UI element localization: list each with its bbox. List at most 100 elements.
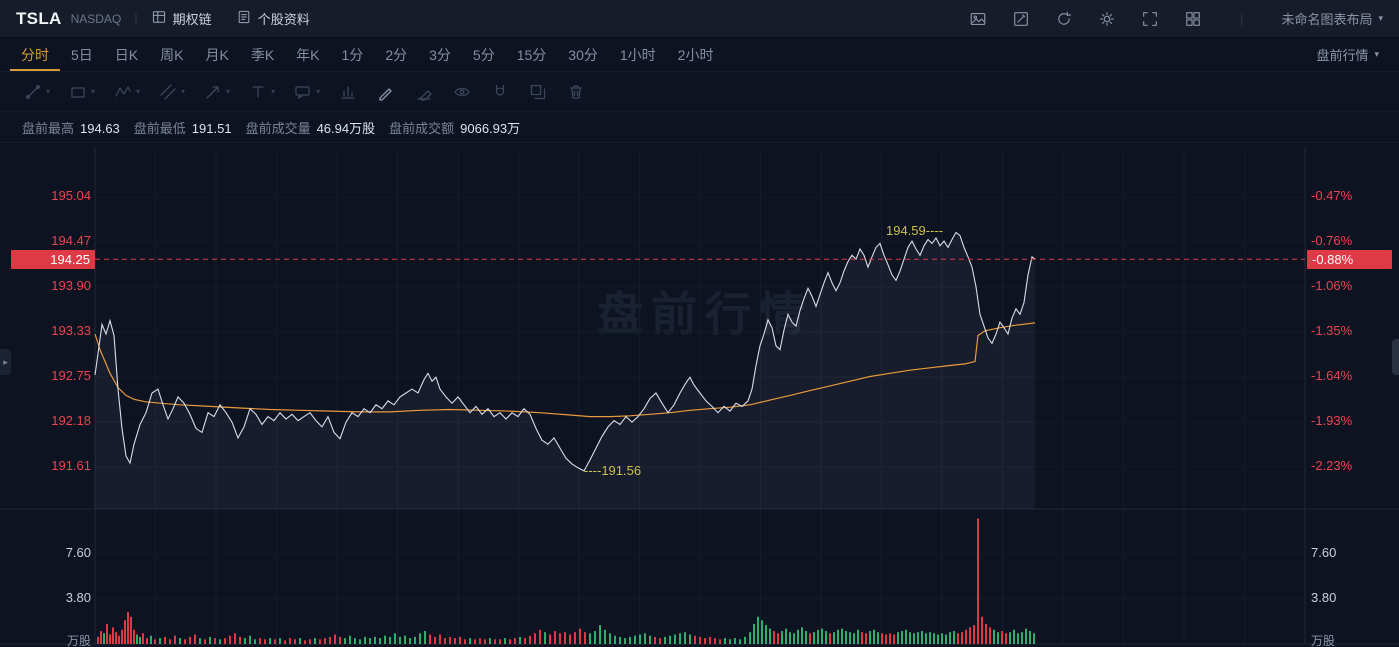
tab-年K[interactable]: 年K — [296, 46, 320, 63]
tab-3分[interactable]: 3分 — [429, 46, 451, 63]
arrow-icon — [206, 85, 219, 99]
delete-tool[interactable] — [557, 82, 595, 102]
volume-bars — [97, 518, 1035, 644]
chevron-down-icon: ▾ — [1374, 49, 1379, 59]
tab-1小时[interactable]: 1小时 — [619, 46, 656, 63]
premarket-quote-label: 盘前行情 — [1316, 48, 1369, 63]
stat-label: 盘前最高 — [22, 120, 75, 136]
settings-icon — [1100, 11, 1114, 26]
refresh-button[interactable] — [1055, 10, 1073, 28]
chevron-down-icon: ▾ — [181, 87, 186, 96]
tab-周K[interactable]: 周K — [160, 46, 184, 63]
price-area-fill — [95, 232, 1035, 509]
percent-axis-label: -0.47% — [1311, 188, 1353, 203]
percent-axis-label: -1.64% — [1311, 368, 1353, 383]
low-annotation: ----191.56 — [584, 462, 642, 478]
tab-日K[interactable]: 日K — [114, 46, 139, 63]
tab-5日[interactable]: 5日 — [71, 46, 93, 63]
tab-30分[interactable]: 30分 — [568, 46, 598, 63]
tab-5分[interactable]: 5分 — [472, 46, 495, 63]
option-chain-link[interactable]: 期权链 — [151, 9, 212, 28]
premarket-quote-dropdown[interactable]: 盘前行情 ▾ — [1316, 38, 1389, 71]
topbar-icon-group — [969, 10, 1202, 28]
option-chain-icon — [152, 11, 165, 23]
stat-value: 9066.93万 — [460, 120, 521, 136]
stock-profile-link[interactable]: 个股资料 — [236, 9, 310, 28]
volume-axis-label: 3.80 — [65, 590, 91, 605]
tab-2分[interactable]: 2分 — [385, 46, 408, 63]
stat-value: 191.51 — [191, 120, 232, 136]
option-chain-label: 期权链 — [172, 12, 212, 27]
volume-unit-label-right: 万股 — [1311, 634, 1336, 647]
tab-月K[interactable]: 月K — [205, 46, 229, 63]
tab-2小时[interactable]: 2小时 — [677, 46, 714, 63]
stock-profile-label: 个股资料 — [257, 12, 310, 27]
chart-area[interactable]: 盘前行情 194.25 -0.88% 万股 万股 ▸ 195.04 194.47 1… — [0, 142, 1399, 647]
topbar: TSLA NASDAQ | 期权链 个股资料 | 未命名图表布局 ▾ — [0, 0, 1399, 38]
avg-price-line — [94, 322, 1036, 418]
percent-axis-label: -1.93% — [1311, 413, 1353, 428]
magnet-tool[interactable] — [481, 82, 519, 102]
current-percent-tag: -0.88% — [1307, 250, 1392, 269]
screenshot-button[interactable] — [969, 10, 987, 28]
option-chain-icon — [151, 9, 167, 28]
chevron-down-icon: ▾ — [1378, 13, 1383, 23]
stat-盘前最高: 盘前最高 194.63 — [22, 118, 120, 137]
callout-icon — [295, 85, 310, 99]
brush-tool[interactable] — [367, 82, 405, 102]
divider: | — [134, 11, 138, 26]
tab-分时[interactable]: 分时 — [10, 38, 60, 71]
fullscreen-icon — [1143, 11, 1157, 26]
stat-label: 盘前成交额 — [389, 120, 455, 136]
exchange-label: NASDAQ — [70, 11, 122, 26]
left-panel-expander[interactable]: ▸ — [0, 349, 11, 375]
price-axis-label: 195.04 — [51, 188, 91, 203]
stat-label: 盘前最低 — [133, 120, 186, 136]
callout-tool[interactable]: ▾ — [284, 82, 329, 102]
percent-axis-label: -2.23% — [1311, 458, 1353, 473]
arrow-tool[interactable]: ▾ — [194, 82, 239, 102]
price-chart-svg — [0, 147, 1399, 645]
settings-button[interactable] — [1098, 10, 1116, 28]
edit-chart-button[interactable] — [1012, 10, 1030, 28]
premarket-stats-bar: 盘前最高 194.63 盘前最低 191.51 盘前成交量 46.94万股 盘前成交额 906… — [0, 112, 1399, 142]
right-panel-expander[interactable] — [1392, 339, 1399, 375]
timeframe-tabbar: 分时 5日 日K 周K 月K 季K 年K 1分 2分 3分 5分 15分 30分 1小时 2小时 盘前行情 … — [0, 38, 1399, 72]
shape-icon — [71, 86, 85, 98]
visibility-icon — [454, 87, 470, 96]
eraser-tool[interactable] — [405, 82, 443, 102]
percent-axis-label: -0.76% — [1311, 233, 1353, 248]
timeframe-tabs: 分时 5日 日K 周K 月K 季K 年K 1分 2分 3分 5分 15分 30分 1小时 2小时 — [10, 38, 724, 71]
fullscreen-button[interactable] — [1141, 10, 1159, 28]
wave-tool[interactable]: ▾ — [104, 82, 149, 102]
tab-15分[interactable]: 15分 — [516, 46, 547, 63]
grid-lines — [94, 151, 1306, 644]
price-axis-label: 193.33 — [51, 323, 91, 338]
stock-profile-icon — [238, 10, 249, 24]
chevron-down-icon: ▾ — [91, 87, 96, 96]
trend-line-tool[interactable]: ▾ — [14, 82, 59, 102]
tab-季K[interactable]: 季K — [250, 46, 275, 63]
divider: | — [1240, 11, 1244, 26]
tab-1分[interactable]: 1分 — [341, 46, 364, 63]
shape-tool[interactable]: ▾ — [59, 82, 104, 102]
text-icon — [252, 85, 264, 98]
chart-layout-selector[interactable]: 未命名图表布局 ▾ — [1281, 9, 1383, 28]
indicator-icon — [341, 85, 355, 99]
chevron-down-icon: ▾ — [136, 87, 141, 96]
stat-value: 194.63 — [80, 120, 120, 136]
topbar-right: | 未命名图表布局 ▾ — [969, 9, 1383, 28]
price-axis-label: 192.75 — [51, 368, 91, 383]
visibility-tool[interactable] — [443, 82, 481, 102]
indicator-tool[interactable] — [329, 82, 367, 102]
clone-icon — [530, 84, 546, 99]
channel-tool[interactable]: ▾ — [149, 82, 194, 102]
high-annotation: 194.59---- — [886, 223, 944, 239]
layout-grid-button[interactable] — [1184, 10, 1202, 28]
symbol-title: TSLA — [16, 8, 62, 28]
price-axis-label: 191.61 — [51, 458, 91, 473]
clone-tool[interactable] — [519, 82, 557, 102]
chevron-down-icon: ▾ — [226, 87, 231, 96]
stat-value: 46.94万股 — [316, 120, 376, 136]
text-tool[interactable]: ▾ — [239, 82, 284, 102]
